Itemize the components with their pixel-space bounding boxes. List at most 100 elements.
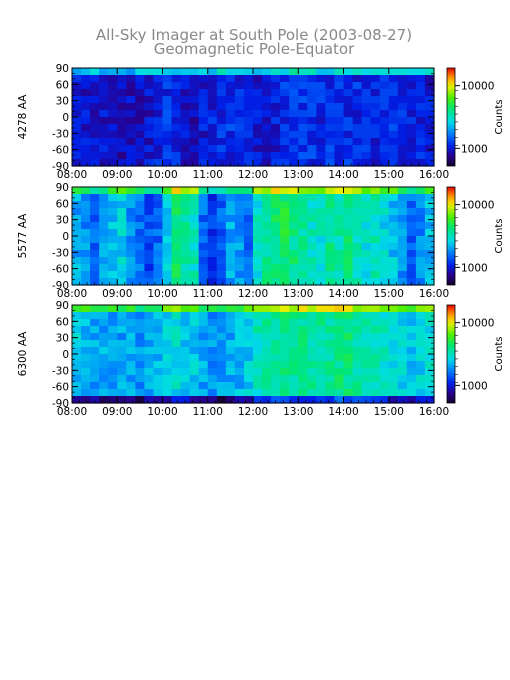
heatmap-cell	[253, 131, 263, 139]
heatmap-cell	[189, 68, 200, 76]
heatmap-cell	[207, 201, 218, 209]
heatmap-cell	[144, 257, 155, 265]
heatmap-cell	[243, 305, 254, 313]
heatmap-cell	[72, 145, 82, 153]
heatmap-cell	[72, 187, 82, 195]
heatmap-cell	[198, 229, 209, 237]
heatmap-cell	[189, 333, 200, 341]
heatmap-cell	[99, 236, 109, 244]
heatmap-cell	[424, 396, 435, 404]
heatmap-cell	[316, 229, 326, 237]
heatmap-cell	[153, 201, 164, 209]
heatmap-cell	[289, 326, 299, 334]
heatmap-cell	[388, 117, 399, 125]
heatmap-cell	[99, 229, 109, 237]
heatmap-cell	[271, 354, 281, 362]
heatmap-cell	[225, 222, 236, 230]
y-tick-label: -90	[52, 398, 69, 410]
heatmap-cell	[117, 236, 127, 244]
heatmap-cell	[325, 305, 336, 313]
heatmap-cell	[198, 131, 209, 139]
heatmap-cell	[198, 389, 209, 397]
heatmap-cell	[108, 110, 118, 118]
heatmap-cell	[406, 159, 417, 167]
heatmap-cell	[316, 201, 326, 209]
heatmap-cell	[144, 229, 155, 237]
heatmap-cell	[352, 354, 363, 362]
heatmap-cell	[135, 368, 145, 376]
heatmap-cell	[271, 208, 281, 216]
heatmap-cell	[162, 326, 173, 334]
heatmap-cell	[325, 68, 336, 76]
heatmap-cell	[316, 271, 326, 279]
heatmap-cell	[144, 354, 155, 362]
heatmap-cell	[253, 333, 263, 341]
heatmap-cell	[171, 68, 182, 76]
heatmap-cell	[180, 312, 191, 320]
heatmap-cell	[352, 96, 363, 104]
heatmap-cell	[424, 271, 435, 279]
heatmap-cell	[397, 96, 408, 104]
colorbar-tick-label: 1000	[461, 380, 488, 392]
heatmap-cell	[234, 271, 245, 279]
heatmap-cell	[415, 75, 426, 83]
heatmap-cell	[334, 110, 345, 118]
heatmap-cell	[334, 396, 345, 404]
heatmap-cell	[343, 278, 354, 286]
heatmap-cell	[117, 89, 127, 97]
heatmap-cell	[108, 229, 118, 237]
heatmap-cell	[298, 82, 308, 90]
y-tick-label: -30	[52, 247, 69, 259]
heatmap-cell	[153, 354, 164, 362]
heatmap-cell	[253, 194, 263, 202]
heatmap-cell	[90, 305, 100, 313]
heatmap-cell	[271, 152, 281, 160]
heatmap-cell	[189, 250, 200, 258]
heatmap-cell	[144, 152, 155, 160]
heatmap-cell	[352, 222, 363, 230]
heatmap-cell	[415, 389, 426, 397]
heatmap-cell	[180, 354, 191, 362]
heatmap-cell	[307, 375, 317, 383]
heatmap-cell	[144, 194, 155, 202]
heatmap-cell	[424, 75, 435, 83]
heatmap-cell	[280, 131, 290, 139]
heatmap-cell	[81, 236, 91, 244]
heatmap-cell	[424, 187, 435, 195]
heatmap-cell	[298, 96, 308, 104]
heatmap-cell	[72, 68, 82, 76]
heatmap-cell	[189, 271, 200, 279]
heatmap-cell	[189, 319, 200, 327]
heatmap-cell	[81, 208, 91, 216]
heatmap-cell	[352, 229, 363, 237]
heatmap-cell	[90, 96, 100, 104]
heatmap-cell	[334, 382, 345, 390]
heatmap-cell	[90, 89, 100, 97]
heatmap-cell	[243, 278, 254, 286]
heatmap-cell	[424, 375, 435, 383]
heatmap-cell	[135, 222, 145, 230]
heatmap-cell	[307, 236, 317, 244]
heatmap-cell	[225, 152, 236, 160]
heatmap-cell	[117, 152, 127, 160]
heatmap-cell	[406, 354, 417, 362]
heatmap-cell	[153, 305, 164, 313]
heatmap-cell	[307, 257, 317, 265]
heatmap-cell	[307, 208, 317, 216]
heatmap-cell	[325, 375, 336, 383]
heatmap-cell	[72, 208, 82, 216]
heatmap-cell	[253, 75, 263, 83]
heatmap-cell	[81, 222, 91, 230]
heatmap-cell	[415, 159, 426, 167]
heatmap-cell	[343, 201, 354, 209]
heatmap-cell	[189, 201, 200, 209]
heatmap-cell	[280, 375, 290, 383]
heatmap-cell	[253, 375, 263, 383]
heatmap-cell	[388, 222, 399, 230]
heatmap-cell	[243, 382, 254, 390]
heatmap-cell	[397, 110, 408, 118]
heatmap-cell	[271, 326, 281, 334]
heatmap-cell	[424, 215, 435, 223]
heatmap-cell	[388, 89, 399, 97]
heatmap-cell	[307, 278, 317, 286]
